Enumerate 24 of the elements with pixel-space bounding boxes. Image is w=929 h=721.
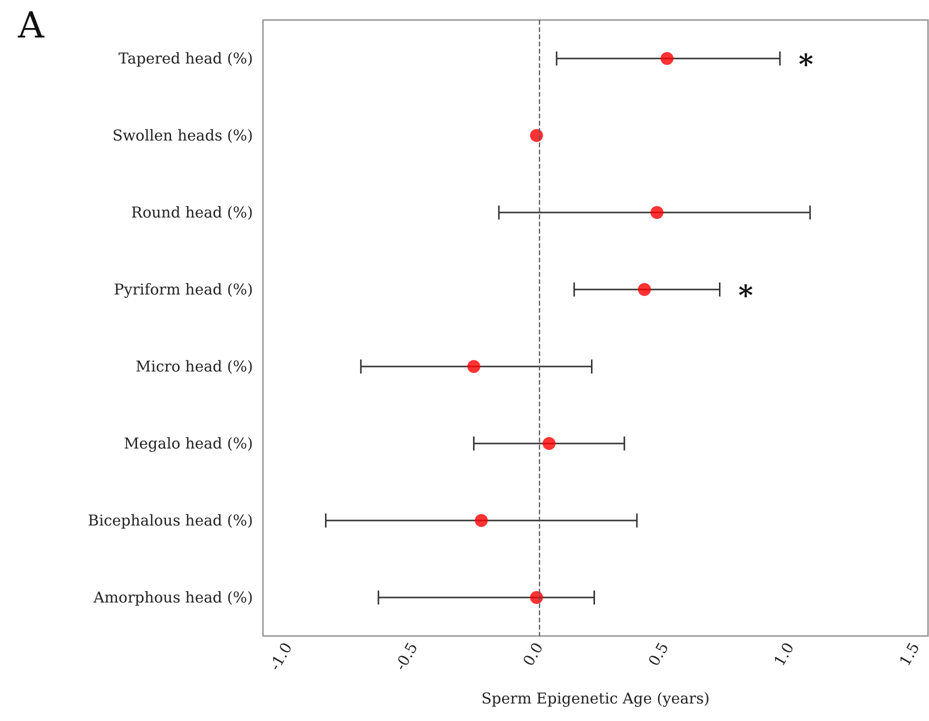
point bbox=[650, 206, 664, 219]
x-tick-label: 1.0 bbox=[770, 640, 798, 670]
annotation: * bbox=[798, 48, 814, 81]
x-tick-label: 1.5 bbox=[896, 640, 924, 670]
point bbox=[530, 591, 544, 604]
y-tick-label: Tapered head (%) bbox=[118, 50, 253, 68]
point bbox=[638, 283, 651, 296]
point bbox=[542, 437, 556, 450]
x-axis-title: Sperm Epigenetic Age (years) bbox=[481, 690, 710, 708]
y-tick-label: Amorphous head (%) bbox=[92, 588, 253, 606]
x-tick-label: 0.0 bbox=[519, 640, 547, 670]
y-tick-label: Round head (%) bbox=[131, 204, 253, 222]
point bbox=[660, 52, 674, 65]
y-tick-label: Swollen heads (%) bbox=[112, 126, 253, 144]
y-tick-label: Micro head (%) bbox=[136, 358, 253, 376]
point bbox=[530, 129, 544, 142]
y-tick-label: Megalo head (%) bbox=[124, 434, 253, 452]
point bbox=[474, 514, 488, 527]
annotation: * bbox=[738, 279, 754, 312]
point bbox=[467, 360, 480, 373]
text: A bbox=[17, 6, 45, 46]
y-tick-label: Pyriform head (%) bbox=[114, 280, 253, 298]
y-tick-label: Bicephalous head (%) bbox=[88, 512, 253, 530]
x-tick-label: 0.5 bbox=[644, 640, 672, 670]
